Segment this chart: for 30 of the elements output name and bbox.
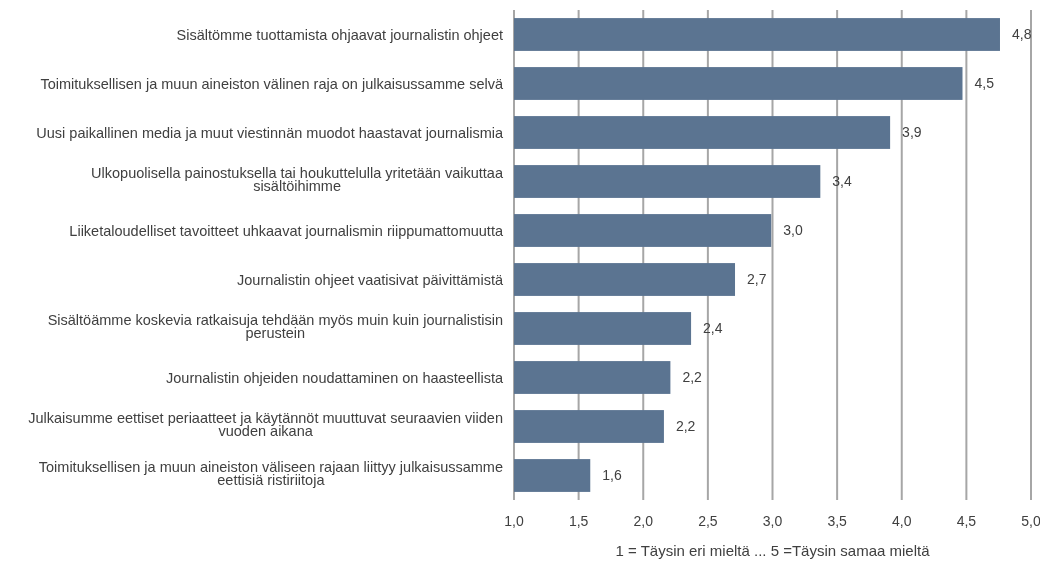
x-tick-label: 4,5 bbox=[956, 512, 977, 529]
x-tick-label: 2,5 bbox=[698, 512, 718, 529]
data-label: 3,9 bbox=[902, 124, 922, 141]
y-tick-label: Liiketaloudelliset tavoitteet uhkaavat journalismin riippumattomuutta bbox=[69, 222, 504, 239]
y-tick-label: Journalistin ohjeet vaatisivat päivittämistä bbox=[237, 271, 504, 288]
data-label: 2,4 bbox=[703, 320, 723, 337]
y-tick-label: Julkaisumme eettiset periaatteet ja käytännöt muuttuvat seuraavien viiden vuoden aikana bbox=[28, 409, 503, 439]
y-tick-label: Toimituksellisen ja muun aineiston väliseen rajaan liittyy julkaisussamme eettisiä ristiriitoja bbox=[38, 458, 504, 488]
x-tick-label: 4,0 bbox=[892, 512, 912, 529]
y-tick-label: Journalistin ohjeiden noudattaminen on haasteellista bbox=[166, 369, 504, 386]
y-tick-label: Ulkopuolisella painostuksella tai houkuttelulla yritetään vaikuttaa sisältöihimme bbox=[91, 164, 504, 194]
x-tick-label: 2,0 bbox=[633, 512, 654, 529]
x-tick-label: 3,0 bbox=[762, 512, 783, 529]
x-tick-label: 1,5 bbox=[568, 512, 589, 529]
data-label: 3,0 bbox=[783, 222, 803, 239]
data-label: 2,2 bbox=[675, 418, 696, 435]
data-label: 2,7 bbox=[747, 271, 767, 288]
data-label: 4,5 bbox=[974, 75, 995, 92]
data-label: 2,2 bbox=[682, 369, 703, 386]
x-tick-label: 3,5 bbox=[827, 512, 848, 529]
y-tick-label: Toimituksellisen ja muun aineiston välinen raja on julkaisussamme selvä bbox=[40, 75, 504, 92]
x-tick-label: 5,0 bbox=[1021, 512, 1040, 529]
x-axis-title: 1 = Täysin eri mieltä ... 5 =Täysin samaa mieltä bbox=[615, 542, 931, 560]
x-tick-label: 1,0 bbox=[504, 512, 524, 529]
data-label: 1,6 bbox=[602, 467, 622, 484]
y-tick-label: Sisältöämme koskevia ratkaisuja tehdään myös muin kuin journalistisin perustein bbox=[47, 311, 504, 341]
data-label: 3,4 bbox=[832, 173, 852, 190]
y-tick-label: Uusi paikallinen media ja muut viestinnän muodot haastavat journalismia bbox=[36, 124, 504, 141]
y-tick-label: Sisältömme tuottamista ohjaavat journalistin ohjeet bbox=[176, 26, 503, 43]
data-label: 4,8 bbox=[1011, 26, 1032, 43]
